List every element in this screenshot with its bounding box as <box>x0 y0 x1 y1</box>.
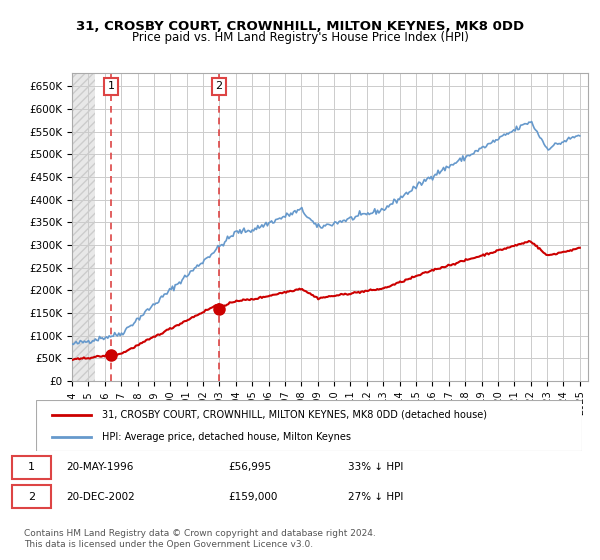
Text: 2: 2 <box>28 492 35 502</box>
Text: 2: 2 <box>215 81 223 91</box>
FancyBboxPatch shape <box>12 456 51 479</box>
Text: £159,000: £159,000 <box>228 492 277 502</box>
Text: £56,995: £56,995 <box>228 462 271 472</box>
Bar <box>72 73 95 381</box>
Text: 31, CROSBY COURT, CROWNHILL, MILTON KEYNES, MK8 0DD (detached house): 31, CROSBY COURT, CROWNHILL, MILTON KEYN… <box>101 409 487 419</box>
Text: Price paid vs. HM Land Registry's House Price Index (HPI): Price paid vs. HM Land Registry's House … <box>131 31 469 44</box>
Text: 1: 1 <box>107 81 115 91</box>
FancyBboxPatch shape <box>12 485 51 508</box>
FancyBboxPatch shape <box>36 400 582 451</box>
Text: 20-MAY-1996: 20-MAY-1996 <box>66 462 133 472</box>
Text: Contains HM Land Registry data © Crown copyright and database right 2024.
This d: Contains HM Land Registry data © Crown c… <box>24 529 376 549</box>
Text: 33% ↓ HPI: 33% ↓ HPI <box>348 462 403 472</box>
Text: HPI: Average price, detached house, Milton Keynes: HPI: Average price, detached house, Milt… <box>101 432 350 442</box>
Text: 20-DEC-2002: 20-DEC-2002 <box>66 492 135 502</box>
Text: 27% ↓ HPI: 27% ↓ HPI <box>348 492 403 502</box>
Text: 31, CROSBY COURT, CROWNHILL, MILTON KEYNES, MK8 0DD: 31, CROSBY COURT, CROWNHILL, MILTON KEYN… <box>76 20 524 32</box>
Text: 1: 1 <box>28 462 35 472</box>
